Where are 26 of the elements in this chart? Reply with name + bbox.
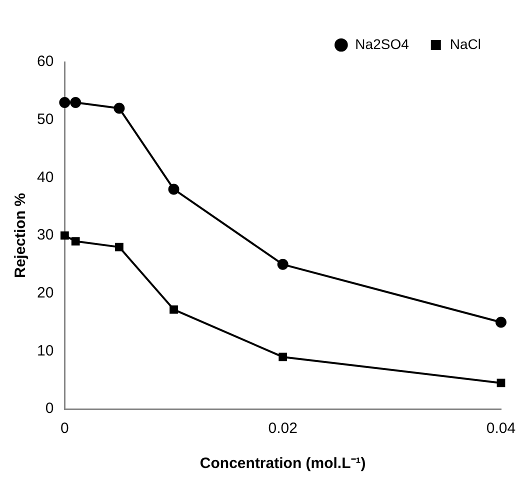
point (114, 102, 125, 114)
point (70, 96, 82, 108)
point (168, 184, 180, 195)
y-tick-label: 10 (36, 342, 54, 360)
point (60, 231, 69, 240)
point (71, 237, 80, 246)
point (496, 378, 506, 388)
y-tick-label: 60 (36, 53, 54, 70)
legend-label: Na2SO4 (355, 36, 410, 52)
y-tick-label: 0 (45, 400, 54, 418)
point (278, 352, 288, 362)
y-tick-label: 20 (36, 284, 54, 302)
x-tick-label: 0.04 (486, 420, 516, 438)
y-tick-label: 50 (36, 110, 54, 128)
x-axis-title: Concentration (mol.L⁻¹) (200, 455, 366, 472)
x-tick-label: 0 (60, 420, 69, 438)
y-axis-title: Rejection % (12, 192, 30, 278)
point (170, 305, 178, 314)
point (59, 96, 70, 108)
point (115, 242, 124, 252)
point (277, 258, 288, 270)
legend-label: NaCl (450, 36, 482, 52)
x-tick-label: 0.02 (268, 420, 298, 438)
point (496, 316, 506, 328)
y-tick-label: 40 (36, 168, 54, 186)
y-tick-label: 30 (36, 226, 54, 244)
